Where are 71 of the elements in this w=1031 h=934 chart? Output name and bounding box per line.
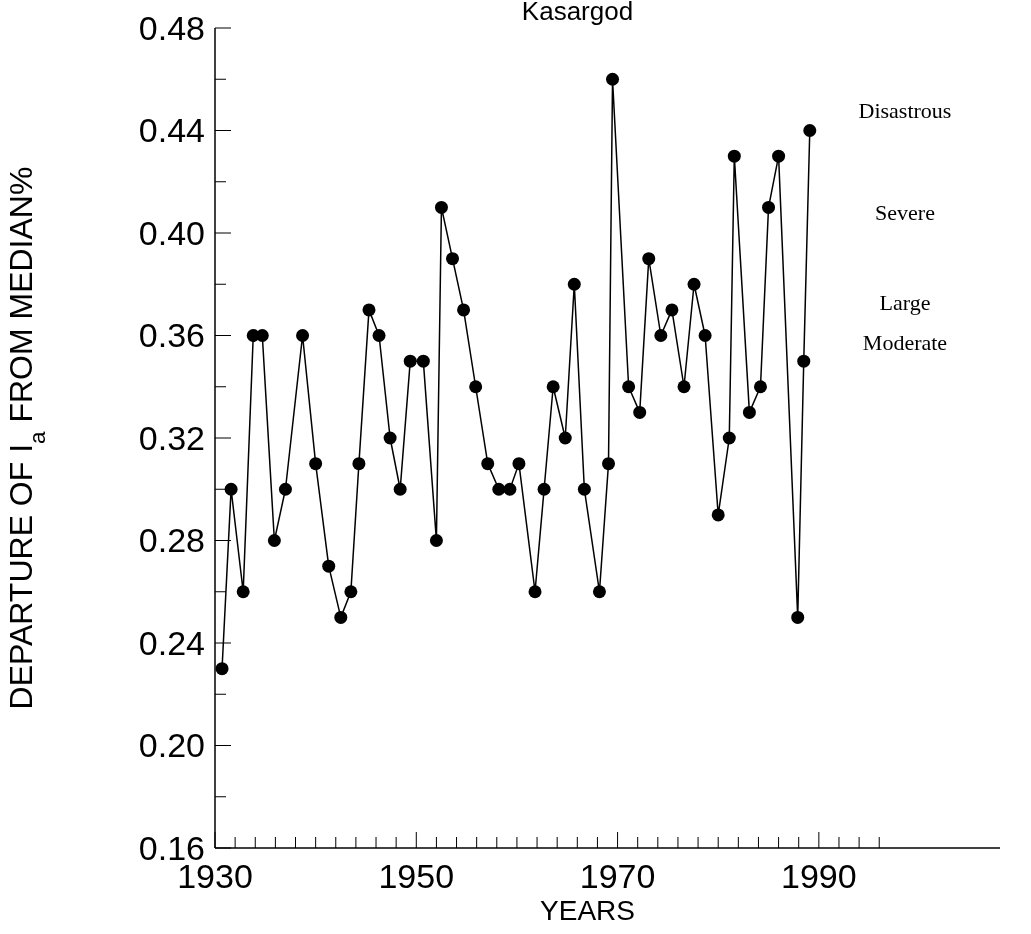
point [362, 303, 376, 317]
y-tick-label: 0.48 [138, 8, 205, 47]
y-tick-label: 0.20 [138, 726, 205, 765]
point [352, 457, 366, 471]
point [334, 610, 348, 624]
annotation: Large [879, 290, 931, 315]
point [642, 252, 656, 266]
point [446, 252, 460, 266]
point [278, 482, 292, 496]
point [267, 534, 281, 547]
x-tick-label: 1970 [579, 857, 656, 895]
chart-title: Kasargod [521, 0, 634, 26]
point [753, 380, 767, 394]
point [469, 380, 483, 394]
x-axis-title: YEARS [540, 895, 635, 926]
y-tick-label: 0.36 [138, 316, 205, 355]
point [503, 482, 517, 496]
point [677, 380, 691, 394]
point [512, 457, 526, 471]
point [558, 431, 572, 445]
point [296, 329, 310, 342]
y-tick-label: 0.24 [138, 623, 205, 662]
point [687, 277, 701, 291]
annotation: Disastrous [858, 98, 952, 123]
point [383, 431, 397, 445]
x-tick-label: 1990 [781, 857, 857, 895]
point [665, 303, 679, 317]
point [528, 585, 542, 599]
point [654, 329, 668, 342]
point [577, 482, 591, 496]
point [742, 405, 756, 419]
point [803, 124, 817, 137]
point [434, 200, 448, 214]
point [633, 405, 647, 419]
point [567, 277, 581, 291]
point [403, 354, 417, 368]
point [393, 482, 407, 496]
annotation: Moderate [862, 330, 948, 355]
y-tick-label: 0.44 [138, 111, 205, 150]
point [711, 508, 725, 522]
point [546, 380, 560, 394]
point [762, 200, 776, 214]
point [492, 482, 506, 496]
point [791, 610, 805, 624]
point [224, 482, 238, 496]
point [416, 354, 430, 368]
y-tick-label: 0.32 [138, 418, 205, 457]
point [309, 457, 323, 471]
y-tick-label: 0.40 [138, 213, 205, 252]
point [457, 303, 471, 317]
point [322, 559, 336, 573]
point [215, 662, 229, 676]
point [722, 431, 736, 445]
point [772, 149, 786, 163]
point [606, 72, 620, 86]
point [344, 585, 358, 599]
point [372, 329, 386, 342]
point [797, 354, 811, 368]
point [255, 329, 269, 342]
point [429, 534, 443, 547]
point [592, 585, 606, 599]
y-tick-label: 0.28 [138, 521, 205, 560]
point [698, 329, 712, 342]
point [236, 585, 250, 599]
point [481, 457, 495, 471]
point [622, 380, 636, 394]
x-tick-label: 1950 [378, 857, 455, 895]
point [537, 482, 551, 496]
point [602, 457, 616, 471]
point [727, 149, 741, 163]
annotation: Severe [875, 200, 935, 225]
